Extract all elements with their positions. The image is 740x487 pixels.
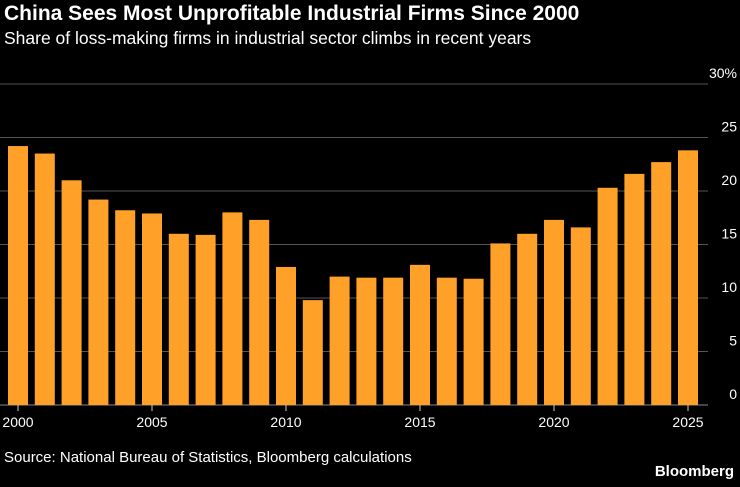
bars [8, 146, 698, 405]
x-tick-label: 2005 [136, 414, 167, 430]
source-note: Source: National Bureau of Statistics, B… [4, 449, 412, 466]
bloomberg-logo: Bloomberg [654, 463, 734, 480]
bar-2022 [597, 187, 618, 405]
y-tick-label: 30% [709, 65, 737, 81]
bar-2004 [115, 210, 136, 405]
bar-2011 [302, 300, 323, 405]
x-axis-ticks: 2000 2005 2010 2015 2020 2025 [2, 405, 704, 430]
y-axis-ticks: 0 5 10 15 20 25 30% [709, 65, 737, 402]
y-tick-label: 0 [729, 386, 737, 402]
bar-2001 [34, 153, 55, 405]
bar-2000 [8, 146, 28, 405]
x-tick-label: 2020 [538, 414, 569, 430]
y-tick-label: 20 [721, 172, 737, 188]
bar-2006 [168, 233, 189, 405]
bar-2007 [195, 234, 216, 405]
bar-2014 [383, 277, 404, 405]
bar-2002 [61, 180, 82, 405]
bar-2016 [436, 277, 457, 405]
bar-2012 [329, 276, 350, 405]
y-tick-label: 15 [721, 226, 737, 242]
bar-2017 [463, 278, 484, 405]
y-tick-label: 25 [721, 119, 737, 135]
bar-2008 [222, 212, 243, 405]
x-tick-label: 2000 [2, 414, 33, 430]
bar-2024 [651, 162, 672, 405]
bar-2005 [142, 213, 162, 405]
chart-title: China Sees Most Unprofitable Industrial … [4, 2, 580, 25]
bar-2025 [678, 150, 698, 405]
bar-2009 [249, 219, 270, 405]
bar-2018 [490, 243, 511, 405]
bar-2015 [410, 264, 430, 405]
bar-2021 [570, 227, 591, 405]
bar-2019 [517, 233, 538, 405]
bar-2023 [624, 173, 645, 405]
bar-2010 [276, 266, 296, 405]
x-tick-label: 2025 [672, 414, 703, 430]
bar-2013 [356, 277, 377, 405]
x-tick-label: 2010 [270, 414, 301, 430]
chart-subtitle: Share of loss-making firms in industrial… [4, 28, 532, 48]
x-tick-label: 2015 [404, 414, 435, 430]
bar-2020 [544, 219, 564, 405]
bar-2003 [88, 199, 109, 405]
y-tick-label: 10 [721, 279, 737, 295]
y-tick-label: 5 [729, 333, 737, 349]
